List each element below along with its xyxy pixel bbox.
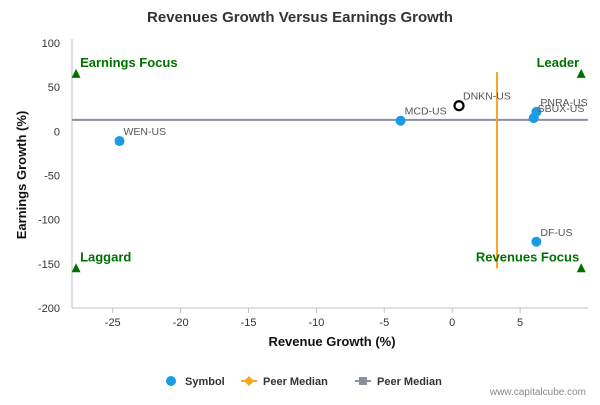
x-tick-label: -20: [173, 317, 189, 329]
y-tick-label: 50: [48, 82, 60, 94]
legend-label: Peer Median: [377, 376, 442, 388]
data-point-label: WEN-US: [124, 126, 167, 138]
data-point-label: PNRA-US: [540, 97, 587, 109]
footer-credit: www.capitalcube.com: [489, 387, 586, 398]
quadrant-label: Leader: [537, 55, 580, 70]
x-tick-label: -10: [308, 317, 324, 329]
data-point-label: DNKN-US: [463, 91, 511, 103]
x-tick-label: -5: [379, 317, 389, 329]
chart-title: Revenues Growth Versus Earnings Growth: [147, 9, 453, 26]
legend: Symbol Peer Median Peer Median: [166, 376, 442, 388]
x-tick-label: -15: [241, 317, 257, 329]
legend-symbol-icon: [166, 376, 176, 386]
data-point-highlight: [453, 100, 465, 112]
y-tick-label: -200: [38, 303, 60, 315]
y-tick-label: -150: [38, 259, 60, 271]
x-axis-title: Revenue Growth (%): [268, 334, 395, 349]
y-tick-label: 0: [54, 126, 60, 138]
quadrant-labels: Earnings Focus Leader Laggard Revenues Focu…: [71, 55, 586, 273]
data-point-label: MCD-US: [405, 106, 447, 118]
legend-label: Peer Median: [263, 376, 328, 388]
quadrant-label: Revenues Focus: [476, 249, 579, 264]
legend-label: Symbol: [185, 376, 225, 388]
legend-square-icon: [359, 377, 367, 385]
x-tick-label: 5: [517, 317, 523, 329]
quadrant-marker-icon: [71, 263, 81, 273]
legend-diamond-icon: [244, 376, 254, 386]
quadrant-marker-icon: [71, 68, 81, 78]
x-tick-label: 0: [449, 317, 455, 329]
quadrant-label: Earnings Focus: [80, 55, 178, 70]
y-tick-label: -50: [44, 171, 60, 183]
quadrant-label: Laggard: [80, 249, 131, 264]
data-point-label: DF-US: [540, 227, 572, 239]
y-tick-label: -100: [38, 215, 60, 227]
data-point: [531, 236, 542, 247]
quadrant-marker-icon: [576, 68, 586, 78]
peer-median-lines: [72, 72, 588, 269]
data-point: [528, 113, 539, 124]
data-point-label: SBUX-US: [538, 103, 585, 115]
data-point: [114, 136, 125, 147]
y-axis-title: Earnings Growth (%): [14, 111, 29, 240]
y-tick-label: 100: [42, 38, 60, 50]
data-point: [395, 115, 406, 126]
x-tick-label: -25: [105, 317, 121, 329]
quadrant-marker-icon: [576, 263, 586, 273]
